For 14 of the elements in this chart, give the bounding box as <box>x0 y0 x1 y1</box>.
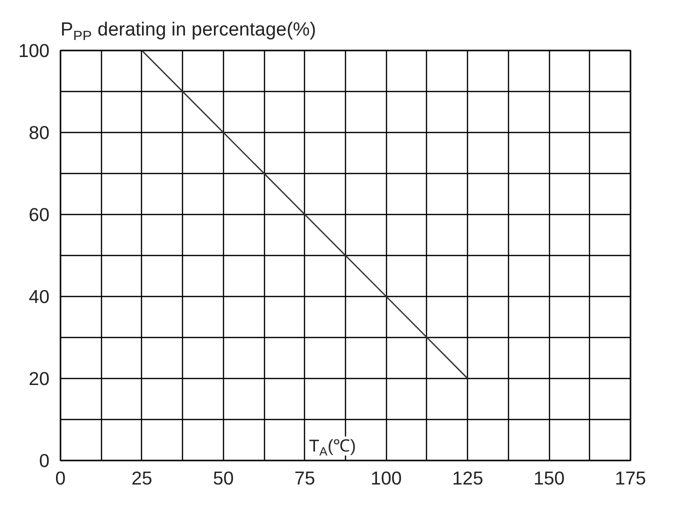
x-tick-label: 50 <box>212 468 234 488</box>
x-tick-label: 150 <box>534 468 565 488</box>
y-tick-label: 100 <box>18 40 50 61</box>
x-tick-label: 25 <box>132 468 152 488</box>
y-tick-label: 0 <box>39 450 50 471</box>
x-tick-label: 0 <box>55 468 66 488</box>
x-tick-label: 75 <box>294 468 316 488</box>
y-tick-label: 40 <box>28 286 50 307</box>
x-tick-label: 100 <box>370 468 402 488</box>
y-tick-label: 60 <box>28 204 50 225</box>
x-tick-label: 175 <box>614 468 646 488</box>
y-tick-label: 80 <box>28 122 50 143</box>
y-tick-label: 20 <box>28 368 50 389</box>
x-tick-label: 125 <box>452 468 484 488</box>
